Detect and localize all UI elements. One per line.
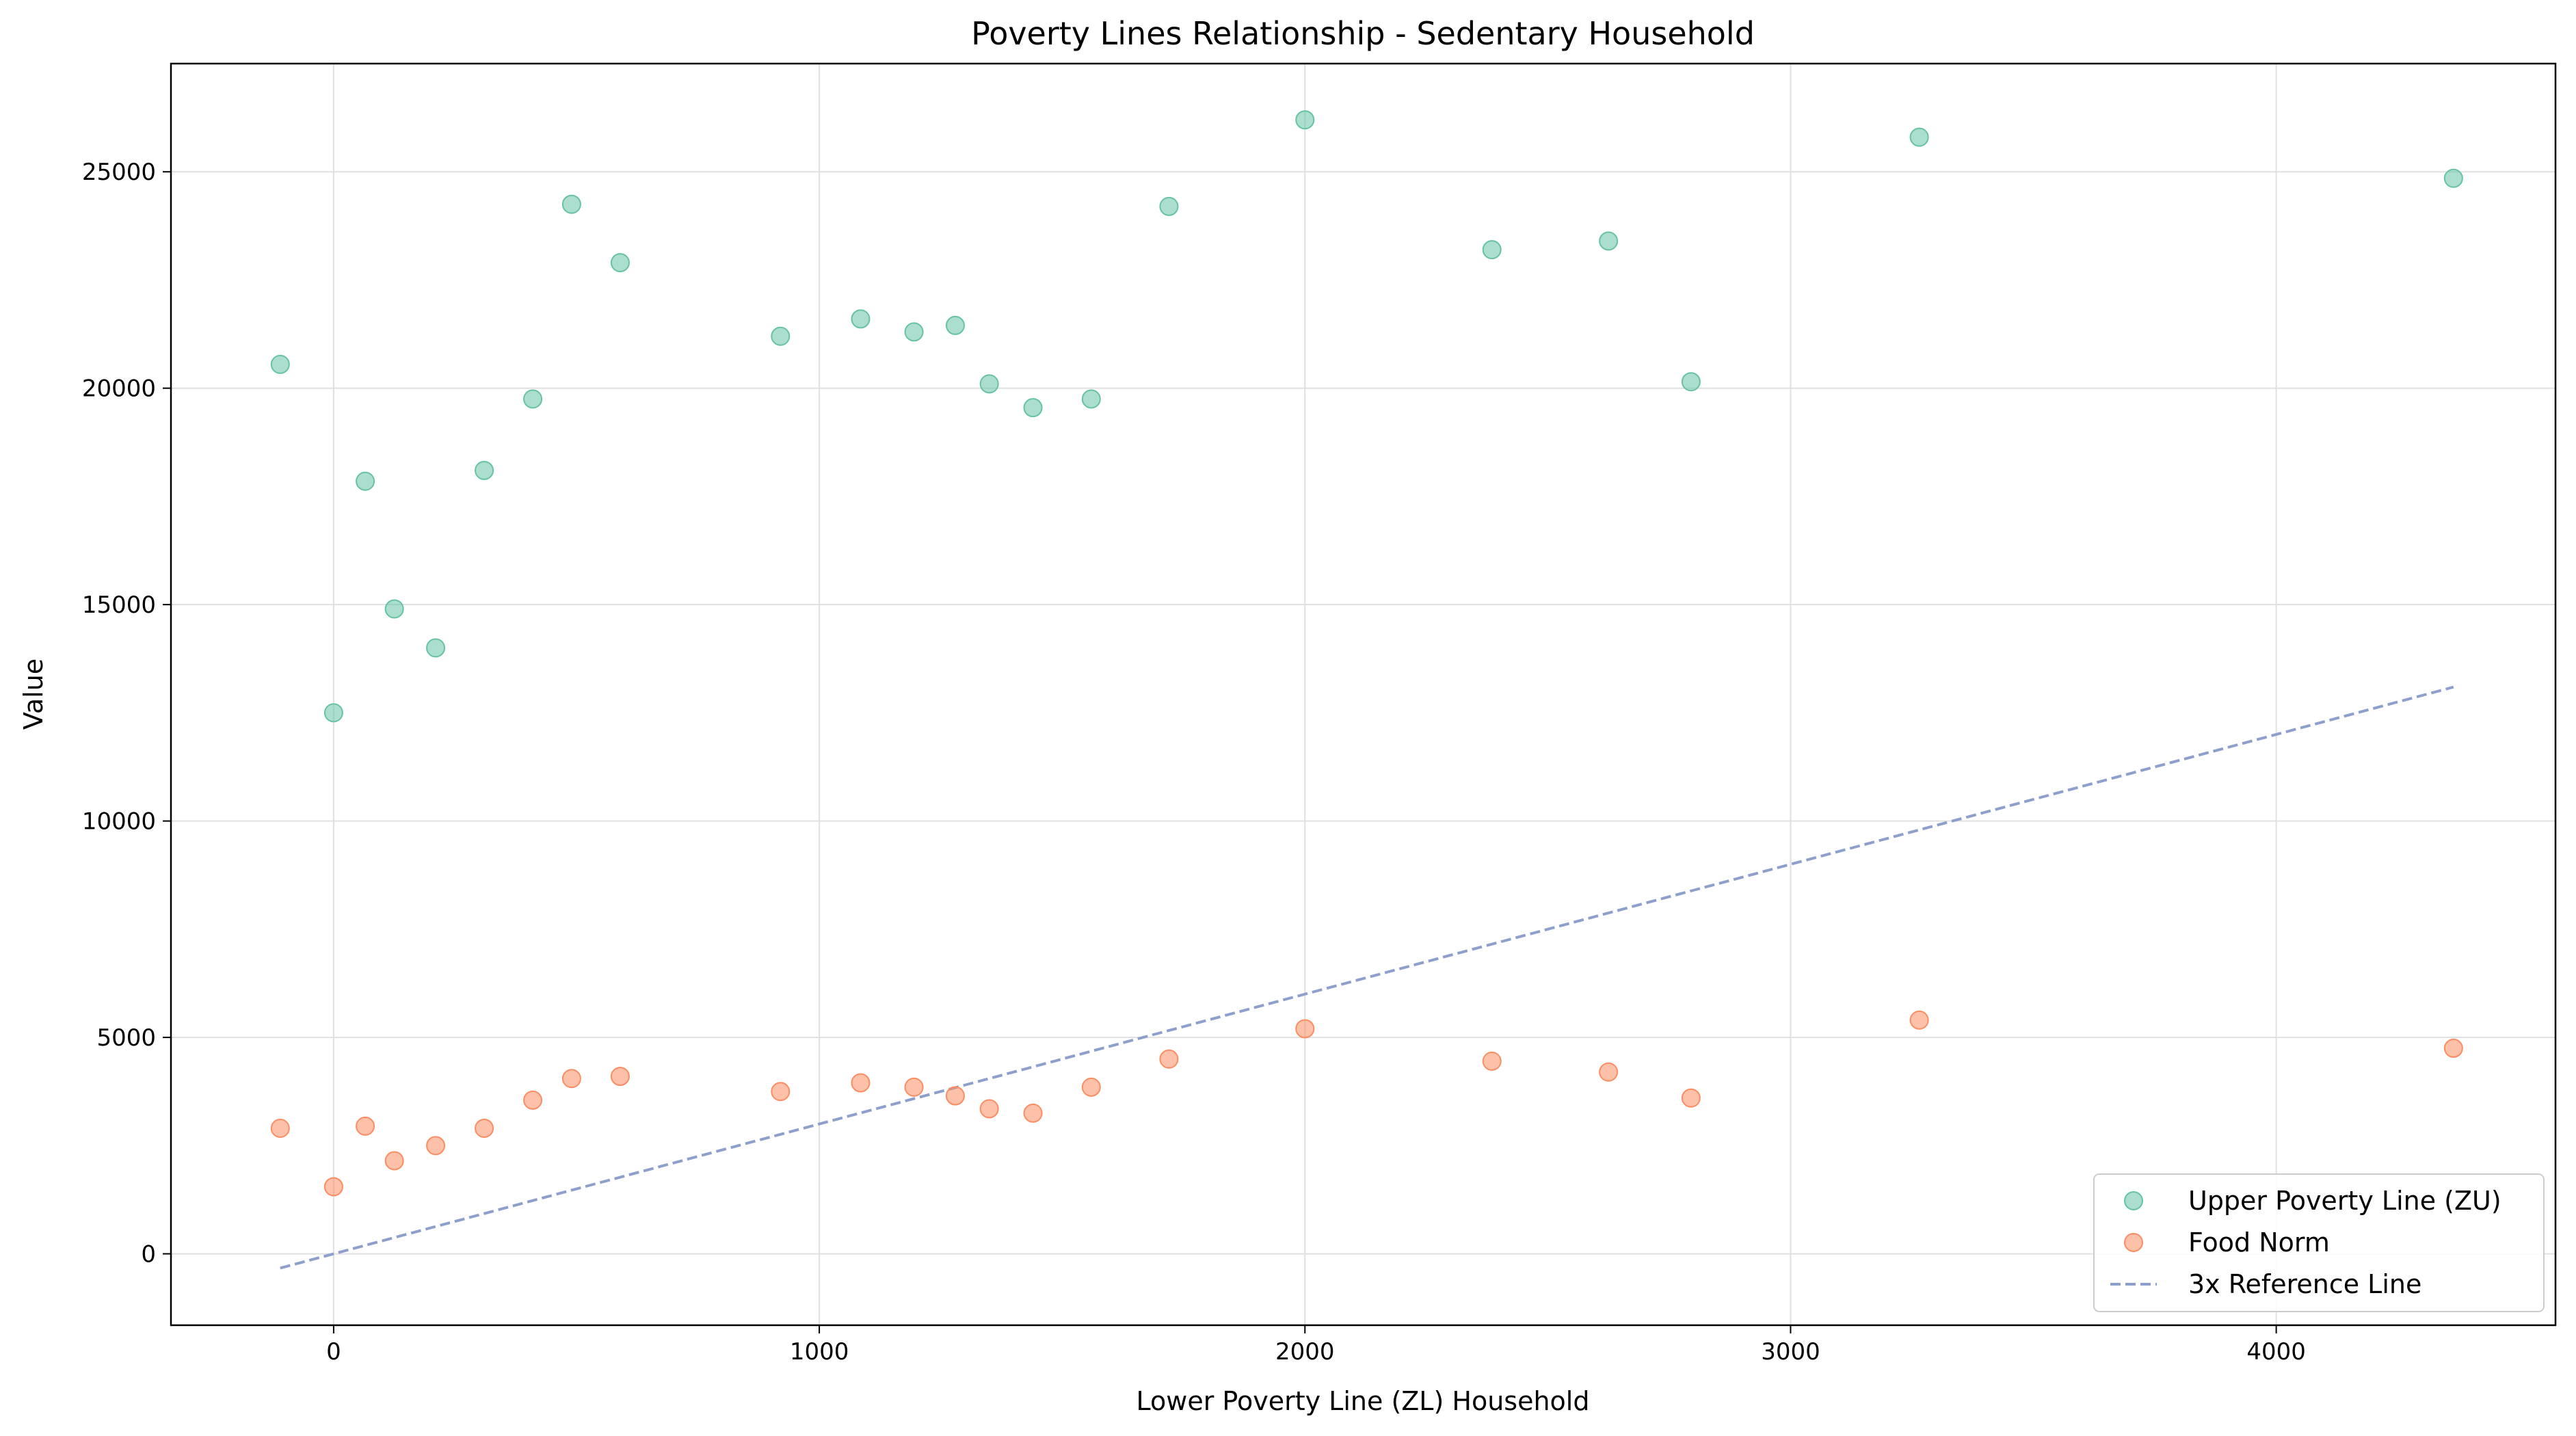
- legend-label-food-norm: Food Norm: [2188, 1227, 2330, 1258]
- upper-poverty-line-point: [1599, 231, 1619, 251]
- upper-poverty-line-point: [561, 194, 581, 214]
- x-axis-label: Lower Poverty Line (ZL) Household: [1137, 1386, 1590, 1416]
- food-norm-point: [523, 1090, 543, 1110]
- upper-poverty-line-point: [384, 599, 404, 619]
- y-tick-label: 10000: [82, 808, 156, 836]
- food-norm-point: [904, 1077, 924, 1097]
- x-tick-label: 2000: [1275, 1338, 1335, 1366]
- upper-poverty-line-point: [426, 638, 446, 658]
- plot-area: [171, 64, 2555, 1325]
- y-tick-label: 0: [141, 1241, 156, 1268]
- upper-poverty-line-point: [945, 315, 965, 335]
- upper-poverty-line-point: [1159, 196, 1179, 216]
- reference-line: [280, 685, 2454, 1270]
- x-tick-label: 4000: [2246, 1338, 2306, 1366]
- upper-poverty-line-point: [356, 471, 375, 491]
- upper-poverty-line-point: [1081, 389, 1101, 409]
- food-norm-point: [1599, 1062, 1619, 1082]
- upper-poverty-line-point: [1482, 240, 1502, 260]
- legend-marker-upper-poverty-line: [2124, 1191, 2143, 1210]
- y-tick-label: 5000: [96, 1024, 156, 1052]
- upper-poverty-line-point: [1909, 127, 1929, 147]
- legend-box: [2093, 1173, 2545, 1312]
- upper-poverty-line-point: [771, 326, 791, 346]
- food-norm-point: [610, 1067, 630, 1087]
- upper-poverty-line-point: [904, 322, 924, 342]
- points-layer: [270, 110, 2463, 1197]
- grid: [171, 64, 2555, 1325]
- food-norm-point: [475, 1119, 494, 1139]
- food-norm-point: [851, 1073, 871, 1093]
- y-tick-label: 25000: [82, 159, 156, 186]
- upper-poverty-line-point: [2443, 168, 2463, 188]
- legend-marker-food-norm: [2124, 1233, 2143, 1252]
- food-norm-point: [384, 1151, 404, 1171]
- food-norm-point: [1909, 1010, 1929, 1030]
- food-norm-point: [356, 1116, 375, 1136]
- food-norm-point: [426, 1136, 446, 1156]
- food-norm-point: [1681, 1088, 1701, 1108]
- food-norm-point: [1159, 1049, 1179, 1069]
- upper-poverty-line-point: [323, 703, 343, 723]
- y-tick-label: 20000: [82, 375, 156, 403]
- legend-label-upper-poverty-line: Upper Poverty Line (ZU): [2188, 1186, 2501, 1216]
- upper-poverty-line-point: [475, 460, 494, 480]
- x-tick-label: 0: [326, 1338, 341, 1366]
- food-norm-point: [561, 1069, 581, 1089]
- y-axis-label: Value: [18, 659, 49, 730]
- food-norm-point: [2443, 1038, 2463, 1058]
- upper-poverty-line-point: [610, 253, 630, 273]
- x-tick-label: 1000: [790, 1338, 849, 1366]
- legend: Upper Poverty Line (ZU) Food Norm 3x Ref…: [2093, 1173, 2545, 1312]
- upper-poverty-line-point: [1681, 372, 1701, 392]
- food-norm-point: [1081, 1077, 1101, 1097]
- food-norm-point: [1023, 1103, 1043, 1123]
- upper-poverty-line-point: [851, 309, 871, 329]
- food-norm-point: [323, 1177, 343, 1197]
- food-norm-point: [771, 1082, 791, 1102]
- y-tick-label: 15000: [82, 591, 156, 619]
- upper-poverty-line-point: [979, 374, 999, 394]
- x-tick-label: 3000: [1761, 1338, 1820, 1366]
- ticks: 0 1000 2000 3000 4000 0 5000 10000 15000 20000 250…: [82, 159, 2306, 1366]
- chart-title: Poverty Lines Relationship - Sedentary H…: [971, 15, 1755, 52]
- legend-label-reference-line: 3x Reference Line: [2188, 1269, 2421, 1299]
- upper-poverty-line-point: [1023, 398, 1043, 418]
- upper-poverty-line-point: [270, 354, 290, 374]
- food-norm-point: [979, 1099, 999, 1119]
- food-norm-point: [1482, 1051, 1502, 1071]
- food-norm-point: [270, 1119, 290, 1139]
- upper-poverty-line-point: [523, 389, 543, 409]
- food-norm-point: [1295, 1019, 1315, 1039]
- plot-frame: [170, 62, 2557, 1327]
- upper-poverty-line-point: [1295, 110, 1315, 130]
- food-norm-point: [945, 1086, 965, 1106]
- reference-line-layer: [280, 685, 2454, 1270]
